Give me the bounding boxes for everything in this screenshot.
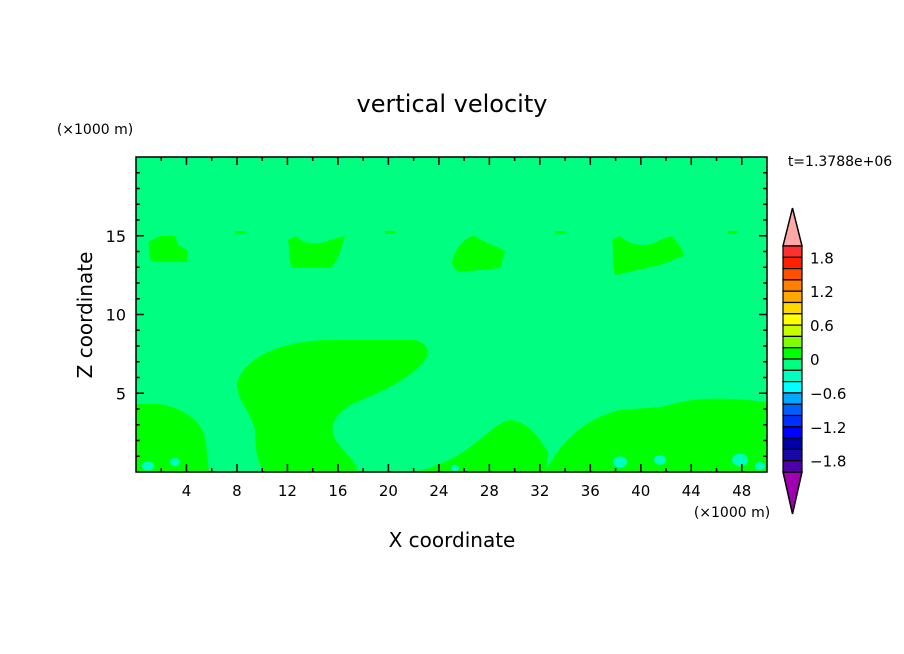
colorbar-box xyxy=(782,403,803,417)
colorbar-tick-label: 0.6 xyxy=(810,317,834,335)
colorbar-box xyxy=(782,392,803,405)
colorbar-box xyxy=(782,268,803,281)
contour-field xyxy=(136,157,767,472)
positive-velocity-region xyxy=(728,231,738,234)
colorbar-box xyxy=(782,414,803,428)
colorbar-box xyxy=(782,358,803,371)
colorbar-over-triangle xyxy=(782,207,803,247)
colorbar-box xyxy=(782,347,803,360)
positive-velocity-region xyxy=(237,340,428,472)
colorbar-box xyxy=(782,245,803,258)
colorbar-tick-label: −1.2 xyxy=(810,419,846,437)
colorbar-tick-label: 0 xyxy=(810,351,820,369)
negative-velocity-region xyxy=(451,464,459,472)
x-tick-label: 32 xyxy=(530,482,549,500)
colorbar-box xyxy=(782,279,803,292)
positive-velocity-region xyxy=(136,404,209,472)
y-tick-label: 5 xyxy=(116,384,126,403)
positive-velocity-region xyxy=(412,420,548,472)
chart-title: vertical velocity xyxy=(357,90,548,118)
negative-velocity-region xyxy=(142,461,154,471)
colorbar-box xyxy=(782,369,803,383)
colorbar-box xyxy=(782,437,803,451)
x-tick-label: 8 xyxy=(232,482,242,500)
y-tick-label: 10 xyxy=(106,306,126,325)
colorbar-box xyxy=(782,301,803,315)
positive-velocity-region xyxy=(452,236,505,272)
positive-velocity-region xyxy=(148,236,187,262)
positive-velocity-region xyxy=(385,231,395,234)
colorbar-under-triangle xyxy=(782,471,803,515)
positive-velocity-region xyxy=(235,231,245,234)
positive-velocity-region xyxy=(555,231,565,234)
x-unit-label: (×1000 m) xyxy=(694,505,770,521)
colorbar-tick-label: 1.2 xyxy=(810,283,834,301)
colorbar-box xyxy=(782,426,803,439)
x-tick-label: 44 xyxy=(682,482,701,500)
y-tick-label: 15 xyxy=(106,227,126,246)
x-tick-label: 20 xyxy=(379,482,398,500)
positive-velocity-region xyxy=(545,398,767,472)
positive-velocity-region xyxy=(612,236,684,275)
x-tick-label: 36 xyxy=(581,482,600,500)
y-unit-label: (×1000 m) xyxy=(57,122,133,138)
x-tick-label: 4 xyxy=(182,482,192,500)
negative-velocity-region xyxy=(755,462,765,470)
x-tick-label: 40 xyxy=(631,482,650,500)
negative-velocity-region xyxy=(732,453,748,467)
negative-velocity-region xyxy=(654,455,666,465)
colorbar-tick-label: −0.6 xyxy=(810,385,846,403)
x-tick-label: 24 xyxy=(429,482,448,500)
colorbar-tick-label: 1.8 xyxy=(810,249,834,267)
colorbar-tick-label: −1.8 xyxy=(810,453,846,471)
x-tick-label: 12 xyxy=(278,482,297,500)
x-axis-label: X coordinate xyxy=(389,528,516,552)
x-tick-label: 28 xyxy=(480,482,499,500)
colorbar-box xyxy=(782,256,803,270)
y-axis-label: Z coordinate xyxy=(73,252,97,379)
time-label: t=1.3788e+06 xyxy=(788,154,892,170)
colorbar-box xyxy=(782,448,803,462)
negative-velocity-region xyxy=(613,456,627,468)
colorbar-box xyxy=(782,290,803,304)
colorbar-box xyxy=(782,460,803,473)
negative-velocity-region xyxy=(170,458,180,466)
x-tick-label: 16 xyxy=(328,482,347,500)
colorbar-box xyxy=(782,313,803,326)
x-tick-label: 48 xyxy=(732,482,751,500)
colorbar-box xyxy=(782,381,803,394)
colorbar: 1.8 1.2 0.6 0 −0.6 −1.2 −1.8 xyxy=(782,207,846,515)
positive-velocity-region xyxy=(288,236,345,268)
colorbar-box xyxy=(782,335,803,349)
colorbar-box xyxy=(782,324,803,338)
